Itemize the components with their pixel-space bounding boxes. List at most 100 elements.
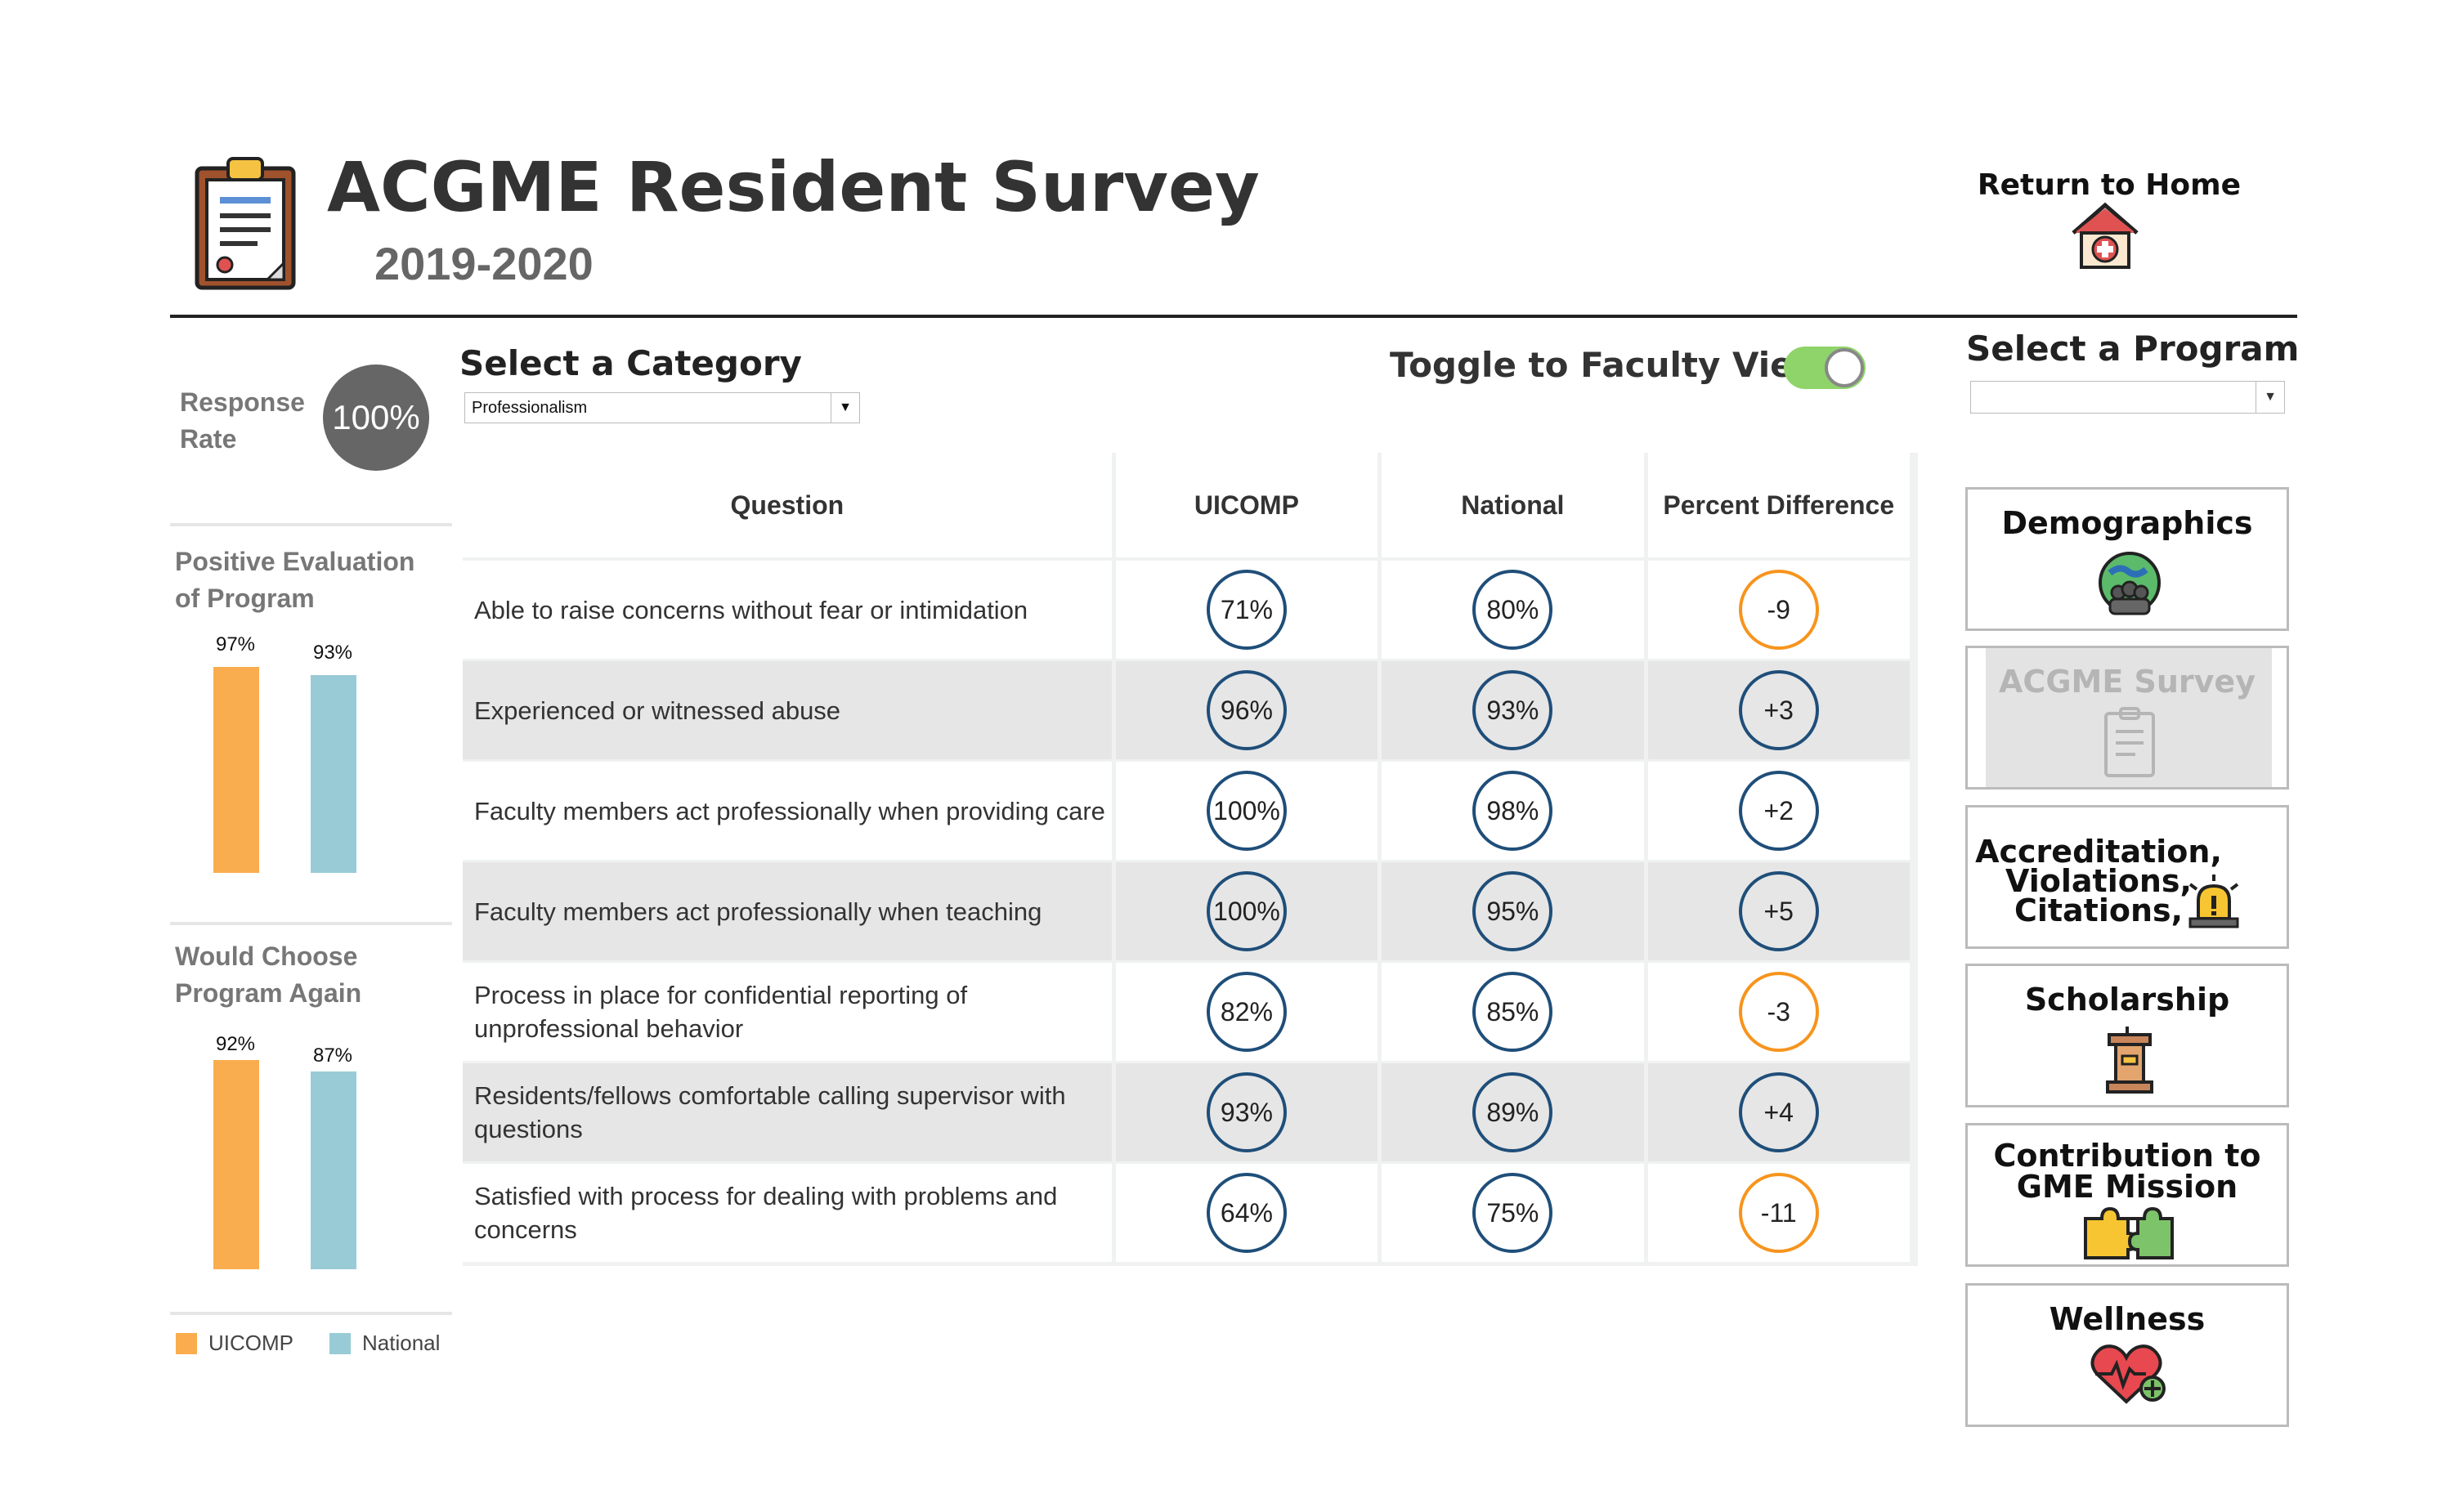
program-select[interactable]: ▼ (1970, 381, 2285, 414)
national-value: 80% (1472, 570, 1553, 650)
category-value: Professionalism (472, 398, 588, 417)
survey-table: Question UICOMP National Percent Differe… (463, 453, 1918, 1266)
choose-again-national-label: 87% (313, 1045, 352, 1067)
uicomp-cell: 100% (1115, 862, 1378, 960)
legend: UICOMP National (176, 1331, 440, 1356)
header-question: Question (463, 453, 1112, 557)
national-cell: 98% (1382, 762, 1644, 860)
table-row: Able to raise concerns without fear or i… (463, 561, 1910, 659)
nav-wellness-button[interactable]: Wellness (1965, 1283, 2289, 1427)
percent-difference-value: +3 (1738, 670, 1819, 750)
national-value: 95% (1472, 871, 1553, 951)
choose-again-title: Would Choose Program Again (175, 942, 362, 1008)
percent-difference-value: +2 (1738, 771, 1819, 851)
national-value: 89% (1472, 1072, 1553, 1152)
national-value: 98% (1472, 771, 1553, 851)
uicomp-value: 100% (1206, 771, 1287, 851)
header-national: National (1382, 453, 1644, 557)
positive-eval-national-label: 93% (313, 642, 352, 664)
national-cell: 80% (1382, 561, 1644, 659)
national-cell: 93% (1382, 661, 1644, 759)
category-select[interactable]: Professionalism ▼ (464, 392, 860, 423)
globe-people-icon (2099, 552, 2161, 615)
percent-difference-value: -3 (1738, 972, 1819, 1052)
legend-uicomp: UICOMP (208, 1331, 293, 1355)
percent-difference-cell: +2 (1647, 762, 1910, 860)
header-divider (170, 315, 2297, 318)
question-text: Experienced or witnessed abuse (463, 661, 1112, 759)
uicomp-value: 82% (1206, 972, 1287, 1052)
faculty-view-toggle[interactable] (1784, 347, 1866, 389)
nav-accreditation-button[interactable]: Accreditation, Violations, Citations, (1965, 805, 2289, 949)
home-hospital-icon[interactable] (2068, 200, 2142, 271)
left-divider (170, 1312, 452, 1315)
clipboard-icon (2104, 707, 2155, 777)
positive-eval-uicomp-label: 97% (216, 633, 255, 655)
response-rate-label: Response Rate (180, 387, 305, 454)
clipboard-icon (195, 157, 296, 290)
choose-again-national-bar (311, 1071, 356, 1269)
nav-scholarship-button[interactable]: Scholarship (1965, 964, 2289, 1107)
program-label: Select a Program (1966, 329, 2300, 369)
percent-difference-value: +5 (1738, 871, 1819, 951)
puzzle-icon (2084, 1206, 2174, 1259)
uicomp-value: 93% (1206, 1072, 1287, 1152)
uicomp-cell: 64% (1115, 1164, 1378, 1262)
uicomp-value: 71% (1206, 570, 1287, 650)
table-row: Experienced or witnessed abuse 96% 93% +3 (463, 661, 1910, 759)
percent-difference-cell: -11 (1647, 1164, 1910, 1262)
national-value: 93% (1472, 670, 1553, 750)
nav-gme-mission-button[interactable]: Contribution to GME Mission (1965, 1123, 2289, 1267)
faculty-toggle-label: Toggle to Faculty View (1390, 345, 1826, 385)
national-cell: 75% (1382, 1164, 1644, 1262)
nav-acgme-survey-button[interactable]: ACGME Survey (1965, 646, 2289, 790)
return-home-link[interactable]: Return to Home (1977, 168, 2242, 202)
question-text: Faculty members act professionally when … (463, 862, 1112, 960)
percent-difference-value: -11 (1738, 1173, 1819, 1253)
nav-scholarship-label: Scholarship (2024, 982, 2230, 1018)
question-text: Faculty members act professionally when … (463, 762, 1112, 860)
nav-acgme-survey-label: ACGME Survey (1999, 664, 2256, 700)
percent-difference-cell: -9 (1647, 561, 1910, 659)
uicomp-cell: 71% (1115, 561, 1378, 659)
legend-national: National (362, 1331, 441, 1355)
response-rate-value: 100% (323, 365, 429, 471)
positive-evaluation-chart: 97% 93% (213, 633, 356, 873)
national-value: 85% (1472, 972, 1553, 1052)
choose-again-uicomp-bar (213, 1060, 259, 1269)
header-percent-difference: Percent Difference (1647, 453, 1910, 557)
uicomp-value: 96% (1206, 670, 1287, 750)
uicomp-swatch (176, 1332, 197, 1354)
left-divider (170, 523, 452, 526)
percent-difference-cell: +3 (1647, 661, 1910, 759)
nav-gme-mission-label: Contribution to GME Mission (1993, 1138, 2261, 1205)
positive-eval-national-bar (311, 675, 356, 873)
page-title: ACGME Resident Survey (327, 147, 1260, 227)
percent-difference-cell: +4 (1647, 1063, 1910, 1161)
table-row: Faculty members act professionally when … (463, 862, 1910, 960)
uicomp-cell: 82% (1115, 963, 1378, 1061)
national-cell: 89% (1382, 1063, 1644, 1161)
percent-difference-value: +4 (1738, 1072, 1819, 1152)
table-row: Satisfied with process for dealing with … (463, 1164, 1910, 1262)
percent-difference-cell: -3 (1647, 963, 1910, 1061)
uicomp-cell: 96% (1115, 661, 1378, 759)
chevron-down-icon[interactable]: ▼ (831, 393, 859, 423)
nav-wellness-label: Wellness (2049, 1301, 2206, 1337)
uicomp-value: 64% (1206, 1173, 1287, 1253)
question-text: Process in place for confidential report… (463, 963, 1112, 1061)
chevron-down-icon[interactable]: ▼ (2256, 382, 2284, 413)
uicomp-cell: 93% (1115, 1063, 1378, 1161)
left-divider (170, 922, 452, 925)
nav-accreditation-label: Accreditation, Violations, Citations, (1975, 834, 2222, 928)
heart-pulse-icon (2090, 1344, 2166, 1404)
table-header: Question UICOMP National Percent Differe… (463, 453, 1910, 557)
uicomp-cell: 100% (1115, 762, 1378, 860)
podium-icon (2106, 1027, 2153, 1094)
header-uicomp: UICOMP (1115, 453, 1378, 557)
question-text: Residents/fellows comfortable calling su… (463, 1063, 1112, 1161)
question-text: Able to raise concerns without fear or i… (463, 561, 1112, 659)
national-cell: 85% (1382, 963, 1644, 1061)
uicomp-value: 100% (1206, 871, 1287, 951)
nav-demographics-button[interactable]: Demographics (1965, 487, 2289, 631)
